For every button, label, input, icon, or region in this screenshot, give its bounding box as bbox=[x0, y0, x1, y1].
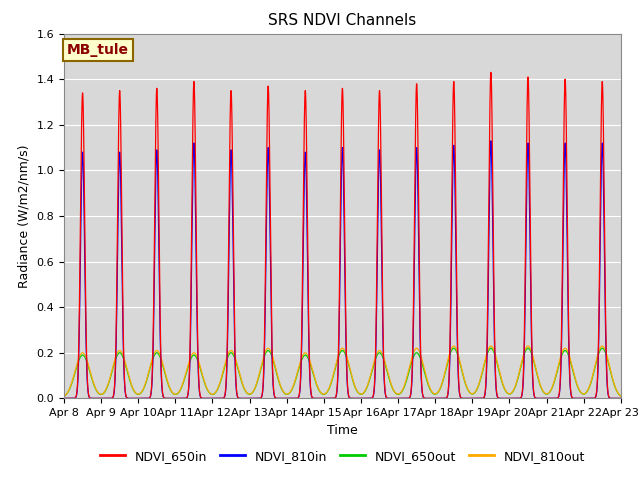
Line: NDVI_810in: NDVI_810in bbox=[64, 141, 621, 398]
NDVI_650in bbox=[487, 70, 495, 75]
NDVI_650in bbox=[617, 396, 625, 401]
X-axis label: Time: Time bbox=[327, 424, 358, 437]
NDVI_650out bbox=[616, 392, 623, 398]
NDVI_650in bbox=[60, 396, 68, 401]
NDVI_810out bbox=[310, 374, 318, 380]
NDVI_810out bbox=[524, 343, 532, 349]
Line: NDVI_810out: NDVI_810out bbox=[64, 346, 621, 396]
NDVI_810out bbox=[559, 347, 567, 352]
Title: SRS NDVI Channels: SRS NDVI Channels bbox=[268, 13, 417, 28]
NDVI_810out bbox=[617, 393, 625, 399]
NDVI_810out bbox=[544, 391, 552, 396]
Y-axis label: Radiance (W/m2/nm/s): Radiance (W/m2/nm/s) bbox=[18, 144, 31, 288]
NDVI_810in bbox=[60, 396, 68, 401]
NDVI_810in bbox=[415, 291, 423, 297]
NDVI_650out bbox=[617, 393, 625, 399]
NDVI_650in bbox=[310, 396, 318, 401]
NDVI_650out bbox=[544, 391, 552, 396]
NDVI_810in bbox=[609, 396, 617, 401]
NDVI_650in bbox=[559, 178, 567, 183]
NDVI_810out bbox=[60, 394, 68, 399]
NDVI_650out bbox=[524, 345, 532, 351]
Line: NDVI_650in: NDVI_650in bbox=[64, 72, 621, 398]
Text: MB_tule: MB_tule bbox=[67, 43, 129, 57]
NDVI_810in bbox=[559, 221, 567, 227]
NDVI_650in bbox=[609, 396, 617, 401]
NDVI_650in bbox=[544, 396, 552, 401]
NDVI_650out bbox=[559, 349, 567, 355]
Legend: NDVI_650in, NDVI_810in, NDVI_650out, NDVI_810out: NDVI_650in, NDVI_810in, NDVI_650out, NDV… bbox=[95, 445, 590, 468]
NDVI_650out bbox=[60, 394, 68, 399]
NDVI_650out bbox=[609, 379, 617, 384]
NDVI_810in bbox=[544, 396, 552, 401]
NDVI_810in bbox=[487, 138, 495, 144]
Line: NDVI_650out: NDVI_650out bbox=[64, 348, 621, 396]
NDVI_810in bbox=[616, 396, 623, 401]
NDVI_810in bbox=[310, 396, 318, 401]
NDVI_810out bbox=[616, 392, 623, 398]
NDVI_650in bbox=[415, 264, 423, 270]
NDVI_650out bbox=[310, 375, 318, 381]
NDVI_650in bbox=[616, 396, 623, 401]
NDVI_810out bbox=[609, 378, 617, 384]
NDVI_650out bbox=[415, 353, 423, 359]
NDVI_810out bbox=[415, 348, 423, 354]
NDVI_810in bbox=[617, 396, 625, 401]
